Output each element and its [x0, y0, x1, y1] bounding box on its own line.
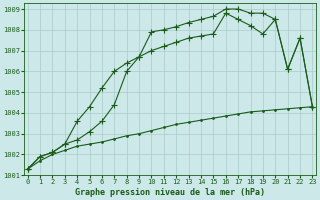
X-axis label: Graphe pression niveau de la mer (hPa): Graphe pression niveau de la mer (hPa): [75, 188, 265, 197]
